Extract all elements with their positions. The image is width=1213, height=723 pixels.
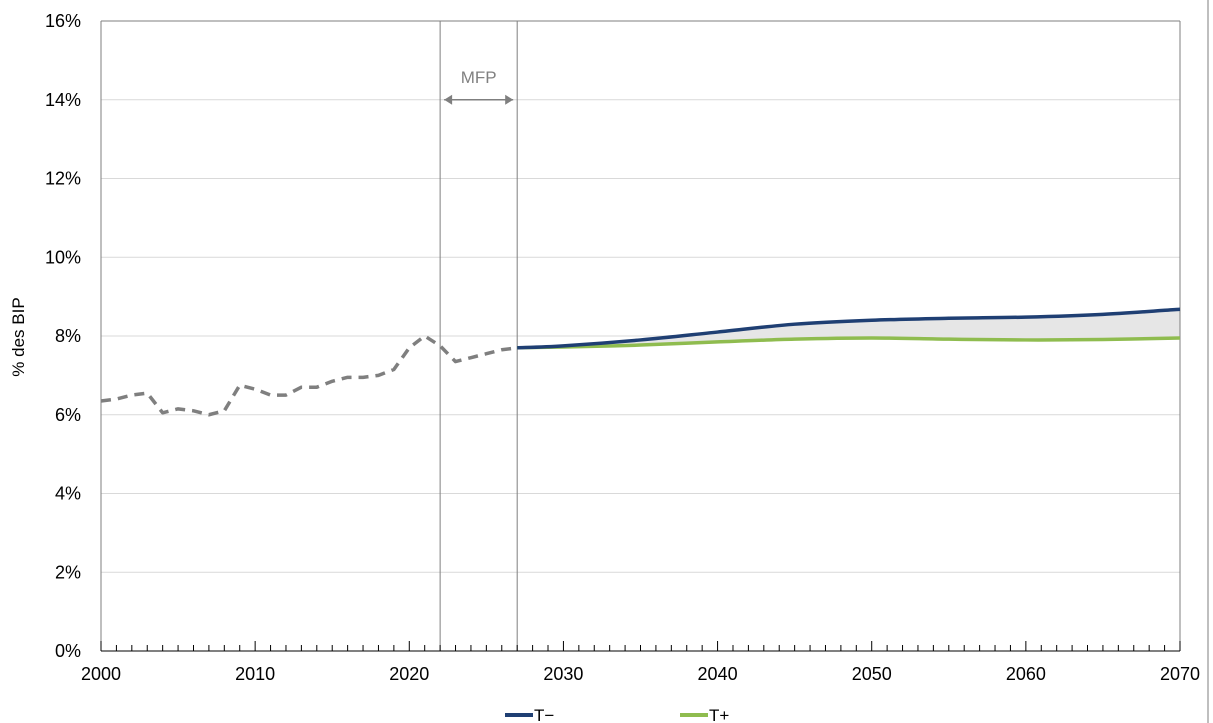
- x-tick-labels: 2000 2010 2020 2030 2040 2050 2060 2070: [81, 664, 1200, 684]
- annotation-label: MFP: [461, 68, 497, 87]
- x-tick-label: 2050: [852, 664, 892, 684]
- x-tick-label: 2030: [543, 664, 583, 684]
- legend-label: T+: [709, 706, 729, 723]
- x-tick-label: 2040: [698, 664, 738, 684]
- y-tick-label: 14%: [45, 90, 81, 110]
- x-tick-label: 2070: [1160, 664, 1200, 684]
- y-tick-label: 6%: [55, 405, 81, 425]
- y-tick-label: 12%: [45, 169, 81, 189]
- y-tick-label: 8%: [55, 326, 81, 346]
- series-lines: [100, 307, 1181, 417]
- y-tick-label: 0%: [55, 641, 81, 661]
- arrow-head-right: [505, 94, 514, 105]
- y-tick-labels: 0% 2% 4% 6% 8% 10% 12% 14% 16%: [45, 11, 81, 661]
- y-tick-label: 16%: [45, 11, 81, 31]
- x-tick-label: 2020: [389, 664, 429, 684]
- y-axis-label: % des BIP: [9, 297, 28, 376]
- legend-label: T−: [534, 706, 554, 723]
- x-tick-label: 2060: [1006, 664, 1046, 684]
- x-tick-label: 2000: [81, 664, 121, 684]
- y-tick-label: 10%: [45, 247, 81, 267]
- period-markers: [439, 21, 518, 651]
- series-t-minus-line: [517, 307, 1181, 350]
- y-tick-label: 4%: [55, 484, 81, 504]
- x-tick-label: 2010: [235, 664, 275, 684]
- series-t-plus-line: [517, 336, 1181, 350]
- mfp-annotation: MFP: [444, 68, 514, 105]
- gridlines: [101, 20, 1180, 573]
- arrow-head-left: [444, 94, 453, 105]
- legend: T− T+: [505, 706, 729, 723]
- axes: [100, 20, 1181, 652]
- historical-line: [100, 334, 518, 417]
- y-tick-label: 2%: [55, 562, 81, 582]
